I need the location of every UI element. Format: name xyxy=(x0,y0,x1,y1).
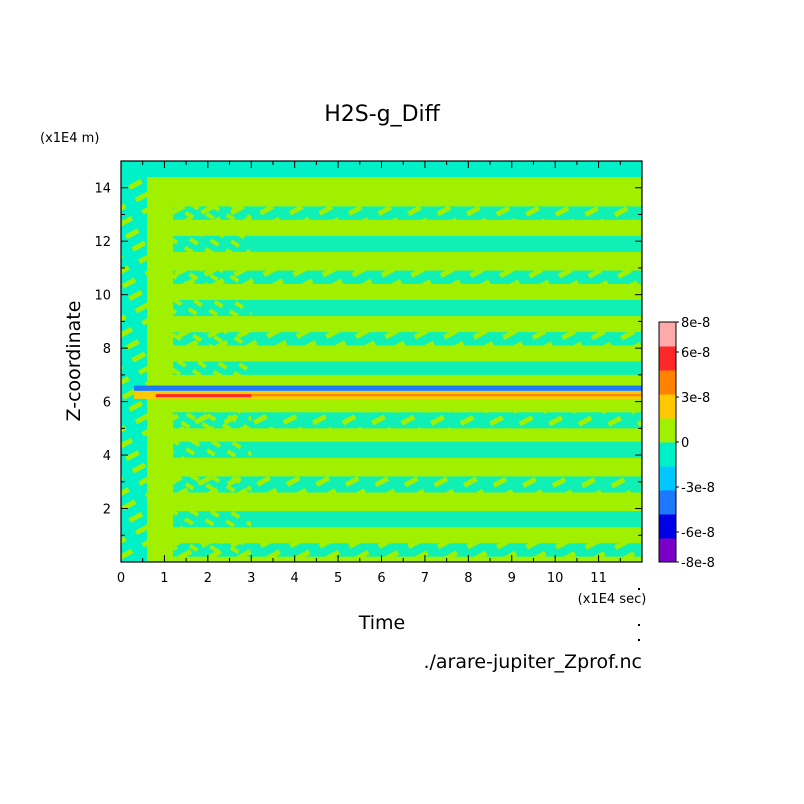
contour-band xyxy=(173,300,642,317)
y-axis-label: Z-coordinate xyxy=(63,301,85,422)
x-tick-label: 10 xyxy=(547,571,564,586)
colorbar-tick-label: 6e-8 xyxy=(681,346,710,361)
colorbar-swatch xyxy=(659,370,676,395)
transient-region xyxy=(147,201,252,554)
x-tick-label: 8 xyxy=(464,571,472,586)
colorbar-tick-label: -3e-8 xyxy=(681,481,715,496)
early-time-region xyxy=(121,177,148,562)
colorbar-swatch xyxy=(659,394,676,419)
x-tick-label: 5 xyxy=(334,571,342,586)
colorbar-tick-label: -8e-8 xyxy=(681,556,715,571)
y-tick-label: 6 xyxy=(103,396,111,411)
y-tick-label: 14 xyxy=(94,182,111,197)
x-tick-label: 2 xyxy=(204,571,212,586)
colorbar-swatch xyxy=(659,442,676,467)
contour-band xyxy=(173,412,642,429)
y-tick-label: 10 xyxy=(94,289,111,304)
x-axis-label: Time xyxy=(358,612,406,634)
colorbar-swatch xyxy=(659,322,676,347)
x-tick-label: 3 xyxy=(247,571,255,586)
contour-field xyxy=(121,161,642,562)
contour-band xyxy=(173,332,642,346)
contour-band xyxy=(173,441,642,458)
x-axis-ticks: 0 1 2 3 4 5 6 7 8 9 10 11 xyxy=(117,161,621,586)
contour-band xyxy=(173,235,642,252)
source-filename: ./arare-jupiter_Zprof.nc xyxy=(423,651,642,673)
x-tick-label: 9 xyxy=(508,571,516,586)
x-tick-label: 4 xyxy=(291,571,299,586)
colorbar-swatch xyxy=(659,466,676,491)
contour-band xyxy=(173,543,642,557)
contour-band xyxy=(173,511,642,528)
anomaly-streak xyxy=(251,394,642,397)
x-tick-label: 6 xyxy=(377,571,385,586)
peak-anomaly-streak xyxy=(155,394,252,398)
x-unit-label: (x1E4 sec) xyxy=(578,592,647,607)
x-tick-label: 7 xyxy=(421,571,429,586)
colorbar: 8e-8 6e-8 3e-8 0 -3e-8 -6e-8 -8e-8 xyxy=(658,316,715,571)
colorbar-tick-label: -6e-8 xyxy=(681,526,715,541)
y-tick-label: 12 xyxy=(94,235,111,250)
colorbar-tick-label: 3e-8 xyxy=(681,391,710,406)
colorbar-swatch xyxy=(659,514,676,539)
x-tick-label: 1 xyxy=(160,571,168,586)
contour-band xyxy=(173,206,642,220)
corner-marks xyxy=(638,588,640,641)
colorbar-swatch xyxy=(659,418,676,443)
x-tick-label: 0 xyxy=(117,571,125,586)
contour-band xyxy=(173,270,642,284)
colorbar-swatch xyxy=(659,538,676,563)
y-tick-label: 8 xyxy=(103,342,111,357)
colorbar-tick-label: 8e-8 xyxy=(681,316,710,331)
contour-band xyxy=(173,476,642,493)
y-tick-label: 4 xyxy=(103,449,111,464)
x-tick-label: 11 xyxy=(590,571,607,586)
colorbar-swatch xyxy=(659,490,676,515)
y-unit-label: (x1E4 m) xyxy=(40,131,99,146)
y-axis-ticks: 2 4 6 8 10 12 14 xyxy=(94,182,642,536)
y-tick-label: 2 xyxy=(103,503,111,518)
contour-band xyxy=(173,361,642,375)
negative-anomaly-band xyxy=(134,385,642,391)
colorbar-swatch xyxy=(659,346,676,371)
chart-title: H2S-g_Diff xyxy=(324,102,440,127)
colorbar-tick-label: 0 xyxy=(681,436,689,451)
plot-area xyxy=(121,161,642,562)
